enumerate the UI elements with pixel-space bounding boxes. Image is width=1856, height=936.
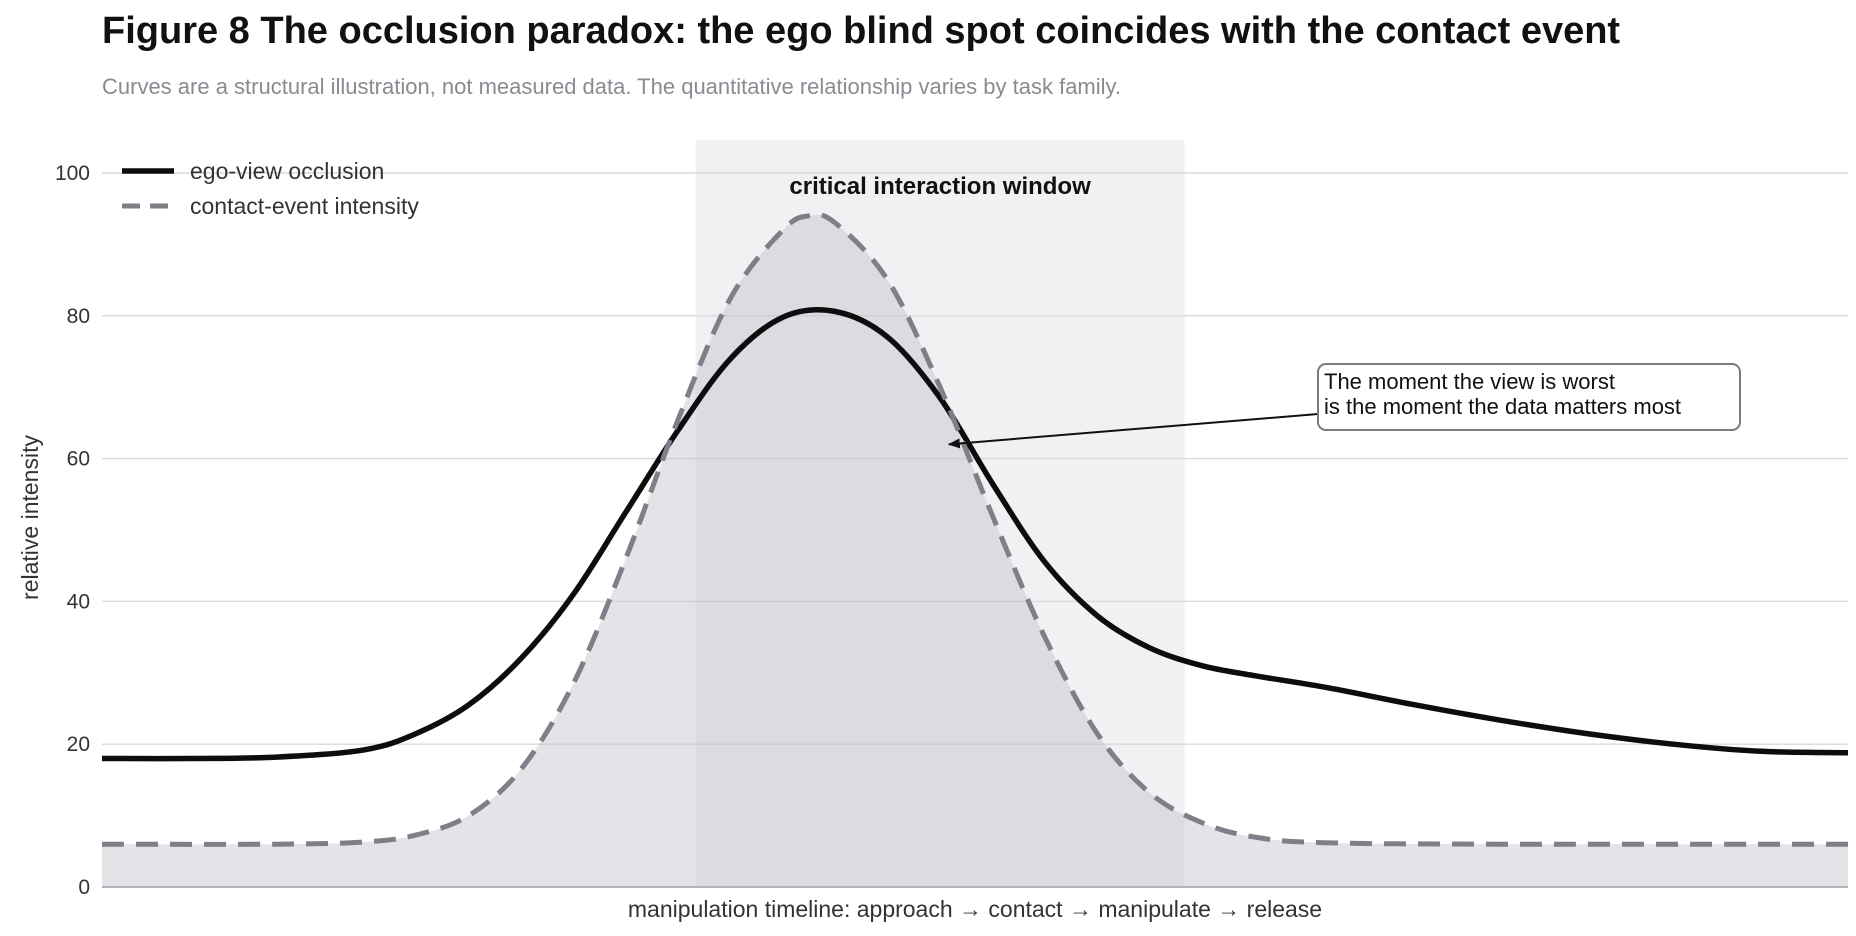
y-tick-label: 80 bbox=[67, 305, 90, 328]
y-tick-label: 100 bbox=[55, 162, 90, 185]
contact-event-area bbox=[102, 214, 1848, 888]
critical-window-band bbox=[695, 140, 1185, 887]
contact-event-line bbox=[101, 212, 1849, 847]
y-tick-label: 0 bbox=[78, 876, 90, 899]
annotation-text-line: The moment the view is worst bbox=[1324, 369, 1615, 394]
x-axis-label: manipulation timeline: approach → contac… bbox=[628, 896, 1322, 922]
occlusion-line bbox=[101, 307, 1849, 762]
critical-window-label: critical interaction window bbox=[789, 173, 1091, 200]
annotation-text-line: is the moment the data matters most bbox=[1324, 394, 1681, 419]
figure-subtitle: Curves are a structural illustration, no… bbox=[102, 74, 1122, 99]
legend-label-occlusion: ego-view occlusion bbox=[190, 158, 384, 184]
y-axis-label: relative intensity bbox=[17, 435, 43, 600]
y-tick-label: 40 bbox=[67, 590, 90, 613]
y-tick-label: 60 bbox=[67, 448, 90, 471]
legend-label-contact: contact-event intensity bbox=[190, 193, 419, 219]
y-tick-label: 20 bbox=[67, 733, 90, 756]
annotation-arrow bbox=[947, 413, 1319, 449]
annotation-box bbox=[1317, 363, 1741, 431]
figure-title: Figure 8 The occlusion paradox: the ego … bbox=[102, 10, 1621, 52]
